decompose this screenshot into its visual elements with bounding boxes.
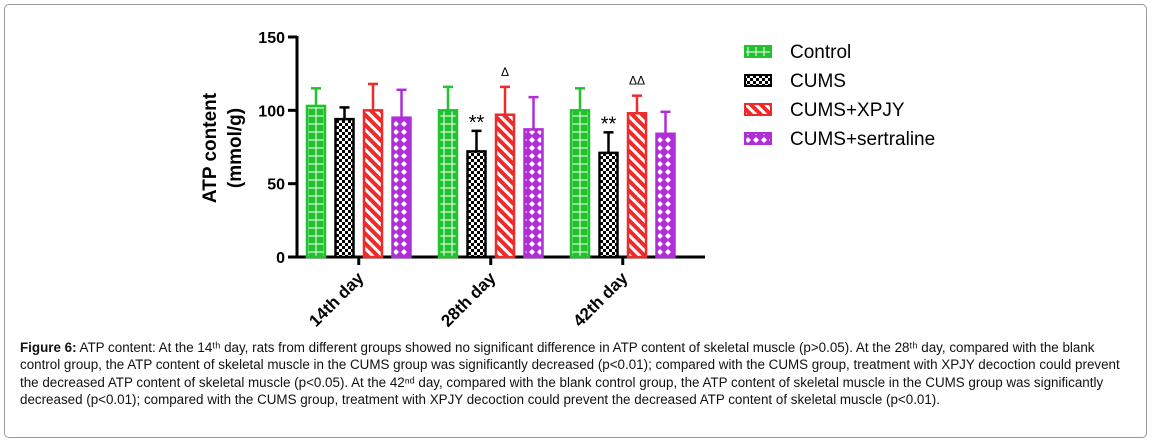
bar: [334, 117, 355, 259]
bar: [466, 150, 487, 259]
x-tick-label: 28th day: [437, 268, 500, 331]
bar: [569, 109, 591, 259]
y-tick-label: 150: [258, 30, 285, 47]
legend-swatch: [744, 132, 772, 145]
significance-annotation: Δ: [501, 65, 509, 79]
legend-label: CUMS+XPJY: [790, 100, 905, 121]
bars: ** Δ ** ΔΔ: [305, 65, 676, 259]
caption-text: ATP content: At the 14ᵗʰ day, rats from …: [20, 340, 1120, 408]
legend: Control CUMS CUMS+XPJY CUMS+sertraline: [744, 42, 935, 150]
figure-caption: Figure 6: ATP content: At the 14ᵗʰ day, …: [20, 339, 1136, 409]
y-tick-label: 0: [276, 250, 285, 267]
significance-annotation: **: [469, 112, 485, 134]
bar-chart: ATP content (mmol/g) 0 50 100 150 14th day 28…: [200, 30, 935, 331]
bar: [437, 109, 459, 259]
bar: [362, 109, 384, 259]
legend-label: CUMS: [790, 71, 846, 92]
bar: [494, 113, 516, 259]
caption-label: Figure 6:: [20, 340, 77, 355]
legend-label: CUMS+sertraline: [790, 129, 935, 150]
x-tick-label: 14th day: [305, 268, 368, 331]
y-tick-label: 100: [258, 103, 285, 120]
bar: [598, 151, 619, 259]
significance-annotation: ΔΔ: [629, 74, 645, 88]
bar: [655, 132, 676, 259]
legend-swatch: [744, 74, 772, 87]
significance-annotation: **: [601, 113, 617, 135]
bar: [626, 112, 648, 259]
bar: [305, 104, 327, 259]
x-tick-label: 42th day: [569, 268, 632, 331]
legend-swatch: [744, 45, 772, 58]
y-axis-title-line1: ATP content: [200, 92, 221, 203]
y-axis-title-line2: (mmol/g): [225, 108, 246, 188]
legend-label: Control: [790, 42, 851, 63]
bar: [391, 116, 412, 259]
y-tick-label: 50: [267, 177, 285, 194]
y-axis-title: ATP content (mmol/g): [200, 92, 246, 203]
legend-swatch: [744, 103, 772, 116]
bar: [523, 128, 544, 259]
